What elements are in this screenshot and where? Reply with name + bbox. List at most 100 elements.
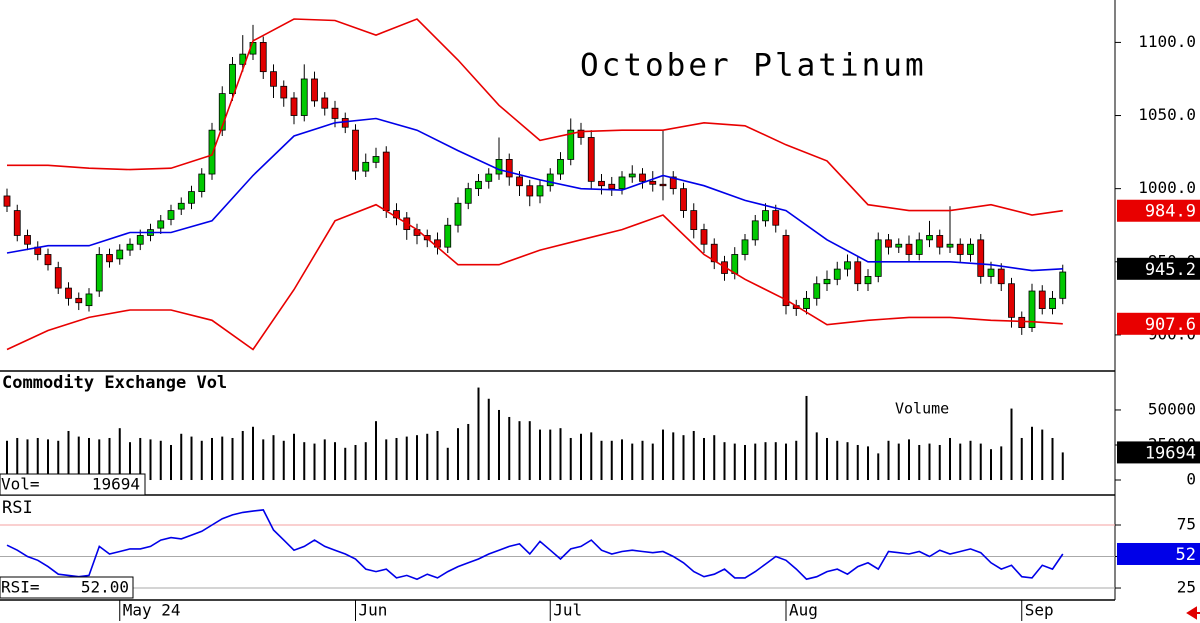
volume-bar	[1000, 446, 1003, 481]
candle-body	[218, 93, 226, 131]
candle-body	[321, 97, 329, 109]
volume-bar	[662, 429, 664, 481]
x-tick-label: Jun	[359, 601, 388, 620]
volume-bar	[344, 447, 347, 481]
candle-body	[926, 235, 933, 241]
candle-body	[85, 293, 93, 307]
candle-body	[1049, 297, 1056, 309]
y-tick-label: 1050.0	[1138, 105, 1196, 124]
candle-body	[485, 173, 493, 182]
volume-bar	[1041, 429, 1044, 481]
volume-bar	[569, 437, 572, 481]
volume-bar	[303, 442, 306, 481]
volume-bar	[713, 435, 716, 481]
volume-bar	[139, 437, 142, 481]
volume-bar	[600, 440, 603, 481]
candle-body	[362, 161, 370, 172]
candle-body	[598, 180, 605, 187]
candle-body	[352, 129, 359, 172]
candle-body	[567, 129, 575, 160]
volume-bar	[785, 443, 787, 481]
volume-bar	[795, 440, 798, 481]
candle-body	[136, 235, 144, 245]
volume-bar	[897, 443, 900, 481]
volume-bar	[877, 453, 880, 481]
volume-bar	[733, 443, 736, 481]
value-box-label: 907.6	[1145, 315, 1196, 335]
volume-bar	[990, 449, 992, 481]
volume-bar	[692, 430, 695, 481]
candle-body	[885, 239, 892, 248]
volume-bar	[47, 439, 49, 481]
candle-body	[618, 176, 626, 190]
candle-body	[270, 71, 277, 87]
candle-body	[341, 118, 349, 128]
volume-bar	[262, 439, 265, 481]
candle-body	[65, 287, 72, 299]
volume-bar	[590, 432, 593, 481]
volume-bar	[108, 437, 111, 481]
volume-bar	[856, 444, 859, 481]
candle-body	[577, 129, 585, 138]
y-tick-label: 50000	[1148, 399, 1196, 418]
candle-body	[628, 173, 636, 178]
volume-bar	[621, 439, 623, 481]
candle-body	[782, 235, 790, 307]
candle-body	[813, 283, 821, 299]
panel-title: RSI	[2, 498, 33, 518]
volume-bar	[672, 432, 675, 481]
volume-bar	[887, 440, 890, 481]
volume-bar	[867, 446, 869, 481]
volume-bar	[846, 442, 849, 481]
volume-bar	[949, 437, 951, 481]
rsi-line	[6, 509, 1064, 581]
chart-title: October Platinum	[580, 48, 927, 84]
volume-bar	[774, 442, 777, 481]
candle-body	[1018, 316, 1026, 328]
volume-bar	[928, 443, 931, 481]
x-tick-label: Jul	[553, 601, 582, 620]
volume-bar	[918, 444, 921, 481]
readout-value: 52.00	[81, 578, 129, 597]
volume-bar	[508, 416, 511, 481]
candle-body	[680, 188, 687, 211]
volume-bar	[282, 440, 285, 481]
candle-body	[833, 268, 841, 280]
x-tick-label: Aug	[789, 601, 818, 620]
candle-body	[13, 210, 21, 236]
candle-body	[444, 224, 452, 248]
candle-body	[54, 267, 62, 289]
volume-bar	[129, 442, 131, 481]
readout-label: RSI=	[1, 578, 40, 597]
y-tick-label: 25	[1177, 578, 1196, 597]
candle-body	[331, 107, 339, 119]
value-box-label: 945.2	[1145, 260, 1196, 280]
volume-bar	[416, 435, 418, 481]
x-tick-label: Sep	[1025, 601, 1054, 620]
candle-body	[208, 129, 216, 175]
volume-bar	[221, 436, 224, 481]
candle-body	[844, 261, 851, 270]
candle-body	[116, 249, 124, 260]
volume-bar	[1010, 408, 1013, 481]
candle-body	[75, 297, 83, 304]
candle-body	[505, 159, 513, 178]
volume-bar	[190, 436, 193, 481]
candle-body	[3, 195, 11, 207]
volume-bar	[6, 440, 8, 481]
volume-bar	[1061, 452, 1064, 481]
volume-bar	[200, 440, 203, 481]
candle-body	[259, 42, 267, 73]
volume-bar	[405, 436, 408, 481]
y-tick-label: 1000.0	[1138, 178, 1196, 197]
volume-bar	[36, 437, 39, 481]
volume-bar	[836, 440, 839, 481]
volume-bar	[149, 439, 152, 481]
volume-bar	[436, 430, 439, 481]
volume-bar	[969, 440, 972, 481]
volume-bar	[26, 439, 29, 481]
readout-value: 19694	[92, 475, 140, 494]
volume-bar	[323, 439, 326, 481]
